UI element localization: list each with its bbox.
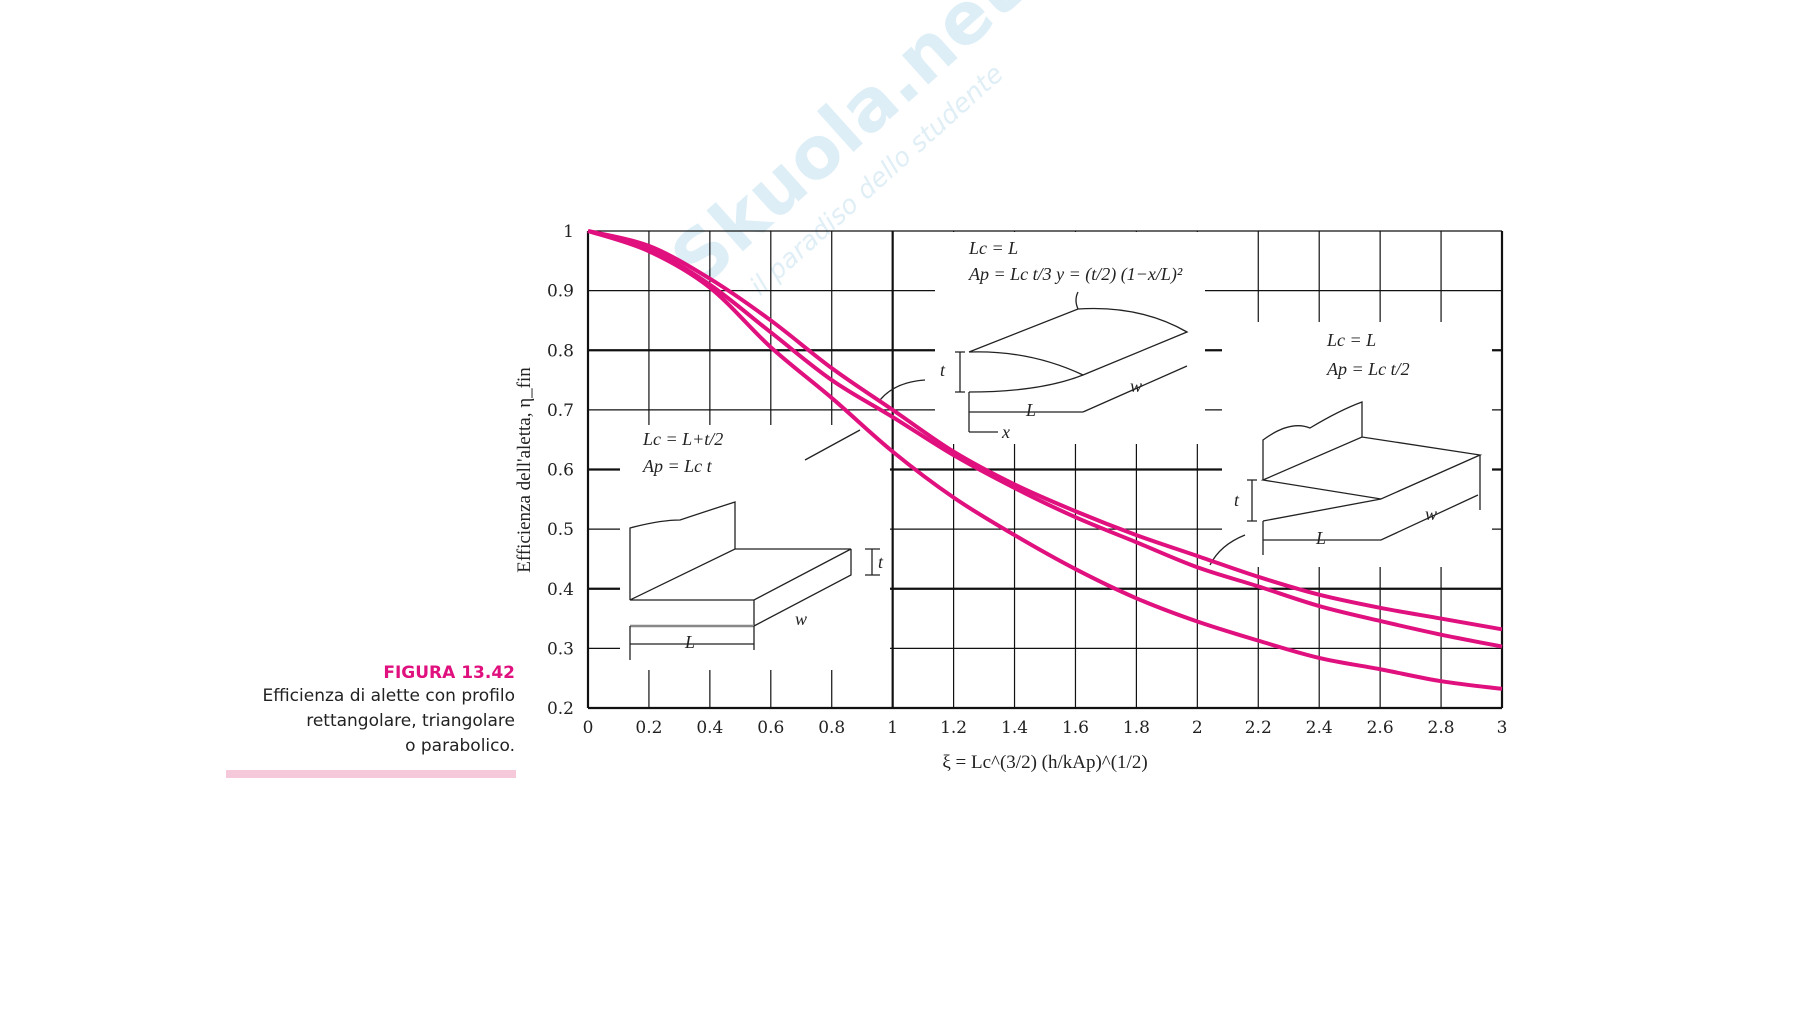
y-tick-label: 0.7 [547, 401, 574, 421]
curve-parabolico [587, 229, 1503, 691]
triangular-t-label: t [1234, 490, 1240, 510]
triangular-ap-label: Ap = Lc t/2 [1326, 359, 1410, 379]
tick-labels: 0 0.2 0.4 0.6 0.8 1 1.2 1.4 1.6 1.8 2 2.2 2.4 2.6 2.8 3… [547, 222, 1507, 738]
figure-number: FIGURA 13.42 [383, 663, 515, 683]
figure-caption: FIGURA 13.42 Efficienza di alette con pr… [262, 662, 515, 759]
x-tick-label: 0.4 [696, 718, 723, 738]
x-tick-label: 0.2 [635, 718, 662, 738]
triangular-l-label: L [1315, 528, 1326, 548]
y-tick-label: 0.9 [547, 282, 574, 302]
rectangular-lc-label: Lc = L+t/2 [642, 429, 723, 449]
x-tick-label: 1.4 [1001, 718, 1028, 738]
y-tick-label: 1 [563, 222, 574, 242]
y-tick-label: 0.2 [547, 699, 574, 719]
y-tick-label: 0.6 [547, 461, 574, 481]
y-tick-label: 0.5 [547, 520, 574, 540]
x-tick-label: 2.8 [1428, 718, 1455, 738]
x-tick-label: 2.6 [1367, 718, 1394, 738]
x-tick-label: 1.2 [940, 718, 967, 738]
parabolic-w-label: w [1130, 376, 1142, 396]
x-tick-label: 2.4 [1306, 718, 1333, 738]
rectangular-l-label: L [684, 632, 695, 652]
x-axis-label: ξ = Lc^(3/2) (h/kAp)^(1/2) [942, 752, 1147, 773]
x-tick-label: 0.6 [757, 718, 784, 738]
y-tick-label: 0.8 [547, 341, 574, 361]
x-tick-label: 2.2 [1245, 718, 1272, 738]
inset-triangular: Lc = L Ap = Lc t/2 t w L [1209, 322, 1492, 567]
y-tick-label: 0.4 [547, 580, 574, 600]
inset-parabolic: Lc = L Ap = Lc t/3 y = (t/2) (1−x/L)² t … [879, 232, 1205, 444]
caption-line-2: rettangolare, triangolare [306, 711, 515, 731]
y-axis-label: Efficienza dell'aletta, η_fin [514, 367, 535, 573]
curve-triangolare [587, 229, 1503, 649]
rectangular-ap-label: Ap = Lc t [642, 456, 713, 476]
inset-rectangular: Lc = L+t/2 Ap = Lc t t w L [620, 425, 890, 670]
x-tick-label: 0 [583, 718, 594, 738]
x-tick-label: 1 [887, 718, 898, 738]
parabolic-x-label: x [1001, 422, 1010, 442]
x-tick-label: 1.6 [1062, 718, 1089, 738]
x-tick-label: 2 [1192, 718, 1203, 738]
x-tick-label: 3 [1497, 718, 1508, 738]
y-tick-label: 0.3 [547, 639, 574, 659]
curve-rettangolare [587, 229, 1503, 632]
caption-underline-bar [226, 770, 516, 778]
parabolic-ap-label: Ap = Lc t/3 y = (t/2) (1−x/L)² [968, 264, 1183, 285]
triangular-w-label: w [1425, 504, 1437, 524]
caption-line-1: Efficienza di alette con profilo [262, 686, 515, 706]
rectangular-t-label: t [878, 552, 884, 572]
rectangular-w-label: w [795, 609, 807, 629]
caption-line-3: o parabolico. [405, 736, 515, 756]
triangular-lc-label: Lc = L [1326, 330, 1376, 350]
parabolic-lc-label: Lc = L [968, 238, 1018, 258]
parabolic-t-label: t [940, 360, 946, 380]
curves [587, 229, 1503, 691]
parabolic-l-label: L [1025, 400, 1036, 420]
x-tick-label: 1.8 [1123, 718, 1150, 738]
x-tick-label: 0.8 [818, 718, 845, 738]
